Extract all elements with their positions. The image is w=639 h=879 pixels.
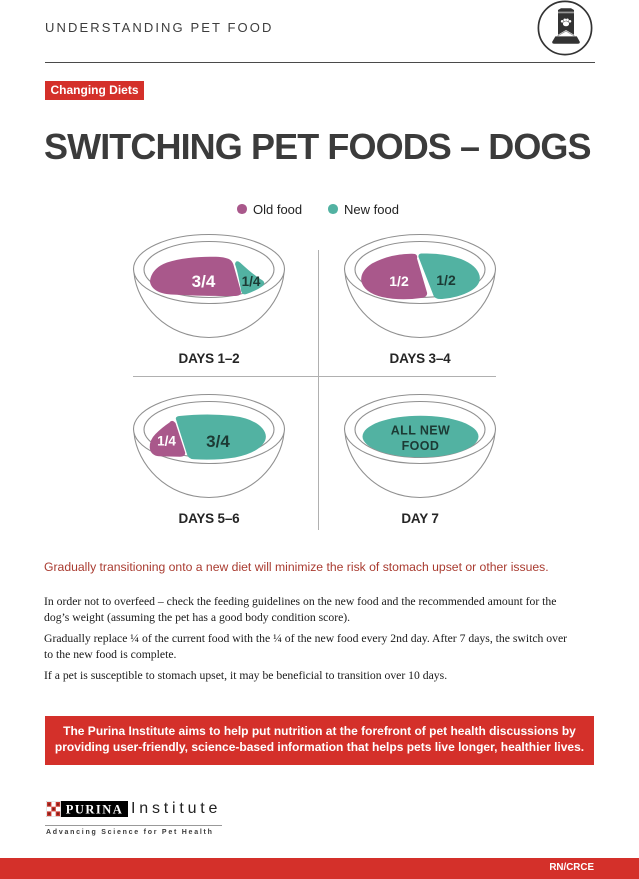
svg-text:PURINA: PURINA (66, 803, 124, 817)
svg-text:3/4: 3/4 (192, 272, 216, 291)
svg-text:1/4: 1/4 (157, 434, 176, 449)
svg-text:FOOD: FOOD (402, 439, 440, 453)
svg-text:ALL NEW: ALL NEW (391, 424, 451, 438)
svg-text:1/2: 1/2 (436, 272, 456, 288)
svg-text:1/2: 1/2 (389, 273, 409, 289)
svg-text:1/4: 1/4 (242, 274, 261, 289)
svg-text:3/4: 3/4 (206, 432, 230, 451)
